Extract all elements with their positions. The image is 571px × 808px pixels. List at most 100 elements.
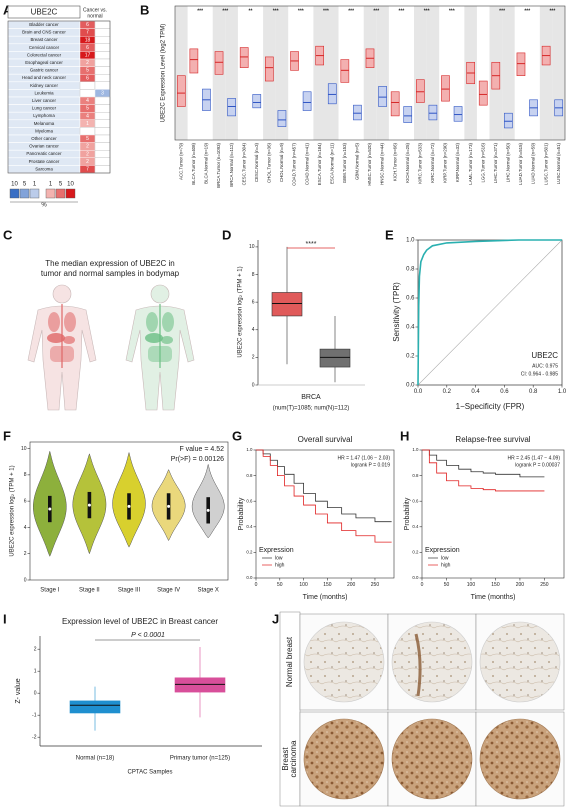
row-name: Colorectal cancer: [27, 52, 62, 57]
x-tick-label: 200: [516, 582, 525, 588]
category-label: LGG.Tumor (n=516): [480, 142, 485, 182]
x-tick-label: Normal (n=18): [76, 756, 115, 762]
y-tick-label: 0.6: [406, 296, 415, 302]
survival-curve: [256, 449, 392, 543]
box: [302, 91, 312, 111]
group-band: [225, 6, 238, 140]
cell-value: 7: [86, 167, 89, 173]
row-name: Breast cancer: [30, 37, 58, 42]
category-label: KICH.Normal (n=25): [405, 142, 410, 182]
group-band: [502, 6, 515, 140]
y-tick-label: 8: [252, 272, 255, 278]
row-label: Breast: [281, 747, 290, 771]
x-axis-label: 1−Specificity (FPR): [456, 402, 525, 411]
x-axis-label: Time (months): [303, 594, 348, 601]
category-label: KIRP.Tumor (n=290): [443, 142, 448, 182]
row-name: Cervical cancer: [29, 45, 60, 50]
x-tick-label: 250: [540, 582, 549, 588]
y-tick-label: 0.2: [406, 354, 415, 360]
y-tick-label: 0.2: [412, 550, 419, 555]
box: [265, 56, 274, 82]
significance: ***: [499, 8, 505, 14]
plot-frame: [174, 5, 566, 141]
x-tick-label: 200: [347, 582, 356, 588]
legend-label: 1: [49, 182, 53, 188]
x-tick-label: 0.6: [500, 389, 509, 395]
box: [428, 104, 438, 121]
category-label: LIHC.Tumor (n=371): [493, 142, 498, 183]
curve-name: UBE2C: [531, 351, 558, 360]
box: [176, 75, 186, 107]
cell-value: 4: [86, 113, 89, 119]
row-name: Other cancer: [31, 136, 57, 141]
panel-label: I: [3, 611, 7, 626]
plot-frame: [29, 441, 229, 581]
box: [189, 48, 199, 74]
box: [239, 47, 249, 68]
group-band: [376, 6, 389, 140]
category-label: BRCA.Normal (n=112): [229, 142, 234, 186]
y-tick-label: 1.0: [412, 447, 419, 452]
empty-cell: [94, 81, 111, 90]
tissue-core: [391, 718, 473, 800]
category-label: LIHC.Normal (n=50): [506, 142, 511, 182]
box: [252, 94, 262, 109]
group-band: [539, 6, 553, 140]
y-tick-label: 2: [252, 355, 255, 361]
y-tick-label: 0.2: [246, 550, 253, 555]
y-tick-label: 0.8: [412, 473, 419, 478]
cell-value: 3: [101, 91, 104, 97]
significance: ***: [424, 8, 430, 14]
empty-cell: [94, 96, 111, 105]
group-band: [313, 6, 326, 140]
x-tick-label: 1.0: [558, 389, 567, 395]
x-tick-label: Primary tumor (n=125): [170, 756, 230, 762]
y-tick-label: -2: [32, 735, 37, 741]
panel-label: D: [222, 227, 231, 242]
category-label: KIRC.Tumor (n=533): [417, 142, 422, 183]
empty-cell: [94, 73, 111, 82]
y-tick-label: 0.0: [406, 383, 415, 389]
box: [478, 80, 488, 106]
p-value: P < 0.0001: [131, 632, 165, 639]
ci: CI: 0.964 - 0.985: [521, 371, 558, 377]
y-tick-label: 0.0: [246, 575, 253, 580]
empty-cell: [94, 134, 111, 143]
row-name: Esophageal cancer: [25, 60, 63, 65]
empty-cell: [79, 89, 96, 98]
category-label: HNSC.Normal (n=44): [380, 142, 385, 184]
empty-cell: [94, 20, 111, 29]
tissue-core: [303, 621, 385, 703]
y-tick-label: 0.0: [412, 575, 419, 580]
y-tick-label: 0.4: [406, 325, 415, 331]
cell-value: 5: [86, 106, 89, 112]
cell-value: 5: [86, 68, 89, 74]
empty-cell: [94, 149, 111, 158]
category-label: ESCA.Normal (n=11): [329, 142, 334, 184]
panel-label: F: [3, 428, 11, 443]
legend-title: Expression: [259, 547, 294, 554]
box: [271, 292, 303, 317]
box: [441, 75, 450, 102]
legend-title: Expression: [425, 547, 460, 554]
empty-cell: [94, 104, 111, 113]
y-axis-label: Probability: [404, 497, 411, 530]
legend-unit: %: [41, 203, 47, 209]
cell-value: 2: [86, 151, 89, 157]
note: (num(T)=1085; num(N)=112): [273, 406, 350, 412]
category-label: BLCA.Normal (n=19): [204, 142, 209, 183]
x-axis-label: BRCA: [301, 394, 321, 401]
box: [69, 700, 121, 714]
x-tick-label: 0: [421, 582, 424, 588]
x-tick-label: 150: [323, 582, 332, 588]
row-name: Gastric cancer: [30, 68, 59, 73]
y-tick-label: 0: [252, 382, 255, 388]
significance: ***: [373, 8, 379, 14]
y-tick-label: 1.0: [246, 447, 253, 452]
significance: ***: [399, 8, 405, 14]
box: [227, 98, 236, 117]
empty-cell: [94, 127, 111, 136]
title: Relapse-free survival: [455, 435, 530, 444]
y-tick-label: 0.8: [246, 473, 253, 478]
y-tick-label: 10: [21, 446, 27, 452]
